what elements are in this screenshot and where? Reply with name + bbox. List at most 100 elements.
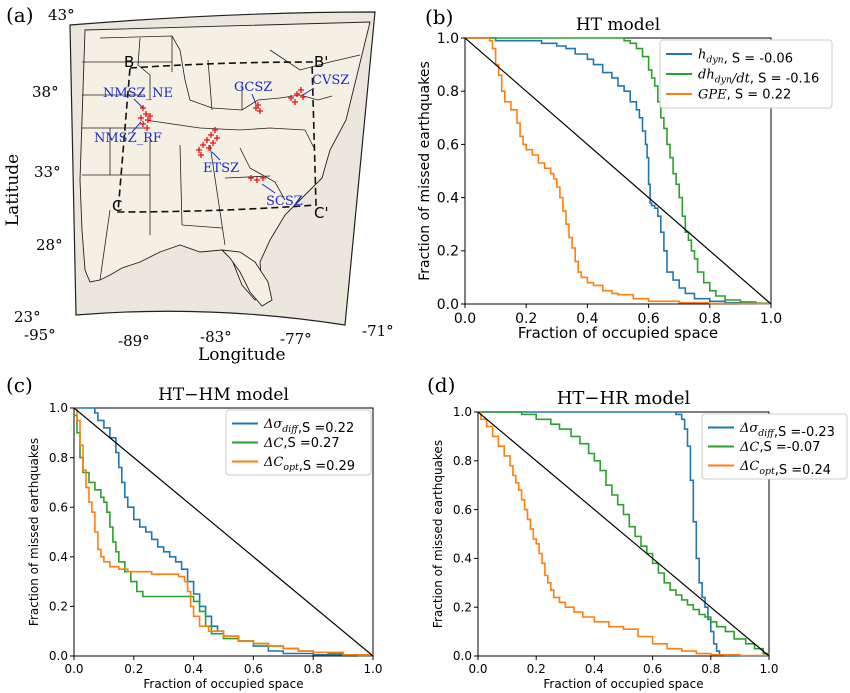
x-tick-label: 0.6 bbox=[637, 311, 659, 327]
series-line-1 bbox=[465, 37, 772, 304]
legend-box bbox=[701, 413, 848, 480]
series-line-2 bbox=[465, 37, 772, 305]
chart-panel-b: (b) HT model 0.0 0.2 0.4 0.6 0.8 1.0 0.0 0.2 0.4 0… bbox=[417, 5, 833, 342]
y-axis-label: Fraction of missed earthquakes bbox=[417, 61, 433, 281]
y-tick-label: 0.6 bbox=[453, 503, 472, 517]
lat-ticks: 38° 33° 28° 23° bbox=[14, 83, 63, 326]
panel-a-label: (a) bbox=[6, 3, 34, 27]
y-axis-label: Fraction of missed earthquakes bbox=[27, 438, 41, 626]
x-tick-label: 0.2 bbox=[124, 662, 143, 676]
x-axis-label: Fraction of occupied space bbox=[143, 677, 303, 691]
y-tick-label: 0.6 bbox=[49, 500, 68, 514]
series-line-0 bbox=[478, 411, 769, 657]
x-tick-label: 0.0 bbox=[468, 662, 487, 676]
panel-b-label: (b) bbox=[425, 5, 453, 29]
lat-tick-28: 28° bbox=[36, 236, 63, 254]
lat-tick-23: 23° bbox=[14, 308, 41, 326]
y-tick-label: 1.0 bbox=[437, 31, 459, 47]
x-tick-label: 0.8 bbox=[699, 311, 721, 327]
seismic-zones bbox=[138, 87, 306, 183]
reference-diagonal-line bbox=[74, 407, 374, 657]
map-xlabel: Longitude bbox=[198, 345, 286, 365]
study-box bbox=[117, 61, 317, 213]
legend-box bbox=[225, 409, 372, 476]
lon-tick-89: -89° bbox=[118, 332, 150, 350]
legend-label-2: GPE, S = 0.22 bbox=[698, 88, 791, 103]
x-tick-label: 0.6 bbox=[244, 662, 263, 676]
chart-title: HT model bbox=[576, 15, 660, 35]
panel-d-label: (d) bbox=[427, 373, 455, 397]
chart-panel-d: (d) HT−HR model 0.0 0.2 0.4 0.6 0.8 1.0 0.0 0.2 0… bbox=[427, 373, 848, 691]
lat-tick-33: 33° bbox=[34, 163, 61, 181]
y-tick-label: 0.8 bbox=[49, 451, 68, 465]
legend-box bbox=[659, 39, 833, 109]
y-tick-label: 0.4 bbox=[453, 552, 472, 566]
corner-Bprime: B' bbox=[314, 53, 328, 71]
corner-C: C bbox=[112, 197, 122, 215]
x-tick-label: 0.2 bbox=[527, 662, 546, 676]
reference-diagonal-line bbox=[465, 37, 772, 305]
zone-label-gcsz: GCSZ bbox=[234, 80, 272, 95]
reference-diagonal-line bbox=[478, 411, 770, 657]
y-tick-label: 1.0 bbox=[49, 401, 68, 415]
x-tick-label: 1.0 bbox=[759, 662, 778, 676]
zone-label-nmsz-rf: NMSZ_RF bbox=[94, 131, 162, 146]
chart-panel-c: (c) HT−HM model 0.0 0.2 0.4 0.6 0.8 1.0 0.0 0.2 0… bbox=[6, 373, 383, 691]
panel-c-label: (c) bbox=[6, 373, 33, 397]
y-tick-label: 0.8 bbox=[437, 84, 459, 100]
zone-label-etsz: ETSZ bbox=[203, 161, 239, 176]
x-tick-label: 0.0 bbox=[454, 311, 476, 327]
axes-frame bbox=[73, 407, 374, 657]
y-tick-label: 0.6 bbox=[437, 137, 459, 153]
y-tick-label: 0.2 bbox=[437, 244, 459, 260]
florida bbox=[220, 249, 273, 307]
series-line-2 bbox=[478, 411, 770, 657]
zone-label-cvsz: CVSZ bbox=[312, 73, 349, 88]
lon-tick-95: -95° bbox=[24, 326, 56, 344]
y-tick-label: 0.0 bbox=[437, 297, 459, 313]
x-tick-label: 0.4 bbox=[576, 311, 598, 327]
lon-tick-83: -83° bbox=[200, 328, 232, 346]
map-panel: (a) 43° bbox=[3, 3, 394, 365]
x-axis-label: Fraction of occupied space bbox=[543, 677, 703, 691]
y-tick-label: 0.2 bbox=[453, 600, 472, 614]
legend-label-2: ΔCopt,S =0.29 bbox=[263, 455, 355, 474]
x-tick-label: 1.0 bbox=[760, 311, 782, 327]
legend-label-1: ΔC,S =0.27 bbox=[263, 436, 340, 451]
lat-tick-top: 43° bbox=[48, 6, 75, 24]
legend-label-2: ΔCopt,S =0.24 bbox=[739, 459, 831, 478]
lat-tick-38: 38° bbox=[32, 83, 59, 101]
y-tick-label: 0.4 bbox=[437, 191, 459, 207]
series-line-0 bbox=[465, 37, 772, 305]
corner-B: B bbox=[124, 53, 134, 71]
x-axis-label: Fraction of occupied space bbox=[518, 324, 718, 342]
x-tick-label: 0.0 bbox=[64, 662, 83, 676]
zone-label-scsz: SCSZ bbox=[266, 194, 303, 209]
legend-label-1: dhdyn/dt, S = -0.16 bbox=[698, 68, 819, 87]
zone-labels: NMSZ_NE NMSZ_RF GCSZ CVSZ ETSZ SCSZ bbox=[94, 73, 349, 209]
x-tick-label: 0.8 bbox=[701, 662, 720, 676]
legend-label-0: Δσdiff,S =-0.23 bbox=[739, 421, 835, 440]
y-tick-label: 0.2 bbox=[49, 600, 68, 614]
legend-label-1: ΔC,S =-0.07 bbox=[739, 440, 820, 455]
series-line-2 bbox=[74, 407, 374, 656]
y-tick-label: 0.4 bbox=[49, 550, 68, 564]
legend-label-0: hdyn, S = -0.06 bbox=[698, 48, 793, 67]
x-tick-label: 0.6 bbox=[643, 662, 662, 676]
x-tick-label: 0.4 bbox=[184, 662, 203, 676]
y-tick-label: 0.8 bbox=[453, 454, 472, 468]
series-line-1 bbox=[478, 411, 770, 656]
y-tick-label: 1.0 bbox=[453, 405, 472, 419]
y-tick-label: 0.0 bbox=[453, 649, 472, 663]
zone-arrows bbox=[131, 87, 315, 194]
lon-ticks: -95° -89° -83° -77° -71° bbox=[24, 322, 394, 350]
legend-label-0: Δσdiff,S =0.22 bbox=[263, 417, 354, 436]
chart-title: HT−HR model bbox=[557, 388, 691, 409]
lon-tick-71: -71° bbox=[362, 322, 394, 340]
x-tick-label: 1.0 bbox=[363, 662, 382, 676]
x-tick-label: 0.2 bbox=[515, 311, 537, 327]
y-tick-label: 0.0 bbox=[49, 649, 68, 663]
y-axis-label: Fraction of missed earthquakes bbox=[431, 440, 445, 628]
